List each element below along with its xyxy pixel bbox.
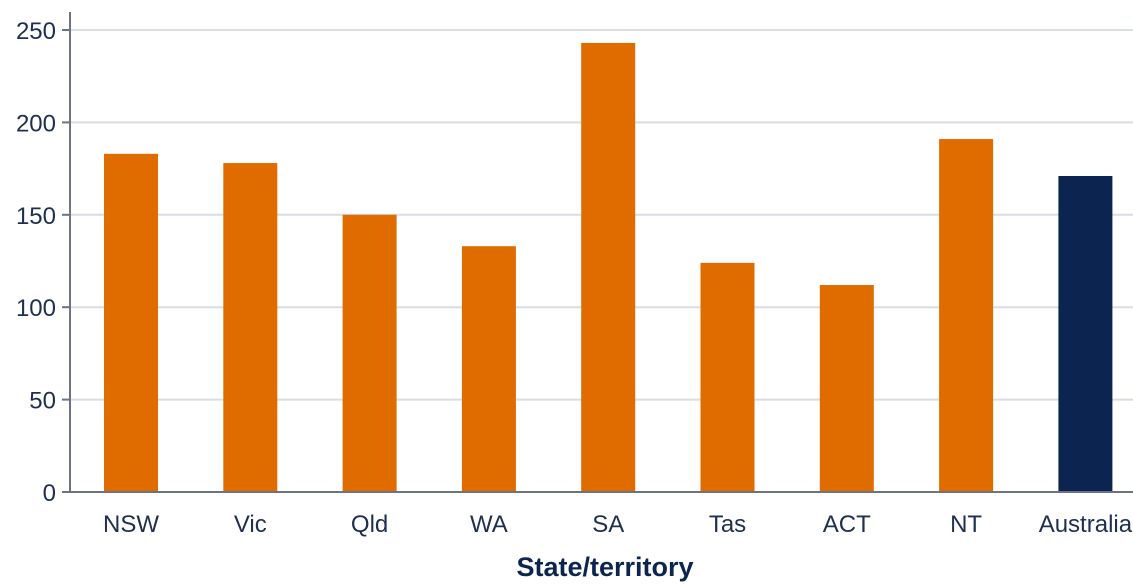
x-tick-label-vic: Vic: [234, 511, 267, 538]
y-tick-label-250: 250: [16, 18, 56, 45]
x-axis-title: State/territory: [516, 552, 693, 582]
y-tick-label-100: 100: [16, 295, 56, 322]
bar-act: [819, 285, 874, 492]
y-axis-ticks: 0 50 100 150 200 250: [16, 18, 70, 507]
bar-qld: [342, 214, 397, 493]
x-tick-label-nsw: NSW: [103, 511, 159, 538]
y-tick-label-200: 200: [16, 110, 56, 137]
x-tick-label-qld: Qld: [351, 511, 388, 538]
x-tick-label-nt: NT: [950, 511, 982, 538]
x-tick-label-wa: WA: [470, 511, 508, 538]
x-tick-label-act: ACT: [823, 511, 871, 538]
x-axis-labels: NSW Vic Qld WA SA Tas ACT NT Australia: [103, 511, 1133, 538]
y-tick-label-50: 50: [29, 388, 56, 415]
x-tick-label-tas: Tas: [709, 511, 746, 538]
bar-nt: [939, 139, 994, 493]
y-tick-label-0: 0: [43, 480, 56, 507]
bar-vic: [223, 163, 278, 492]
x-tick-label-sa: SA: [592, 511, 624, 538]
bar-australia: [1058, 175, 1113, 492]
bar-tas: [700, 262, 755, 492]
bars: [104, 42, 1113, 493]
y-tick-label-150: 150: [16, 203, 56, 230]
bar-nsw: [104, 153, 158, 493]
bar-wa: [461, 246, 516, 492]
bar-sa: [581, 42, 636, 492]
x-tick-label-australia: Australia: [1039, 511, 1133, 538]
